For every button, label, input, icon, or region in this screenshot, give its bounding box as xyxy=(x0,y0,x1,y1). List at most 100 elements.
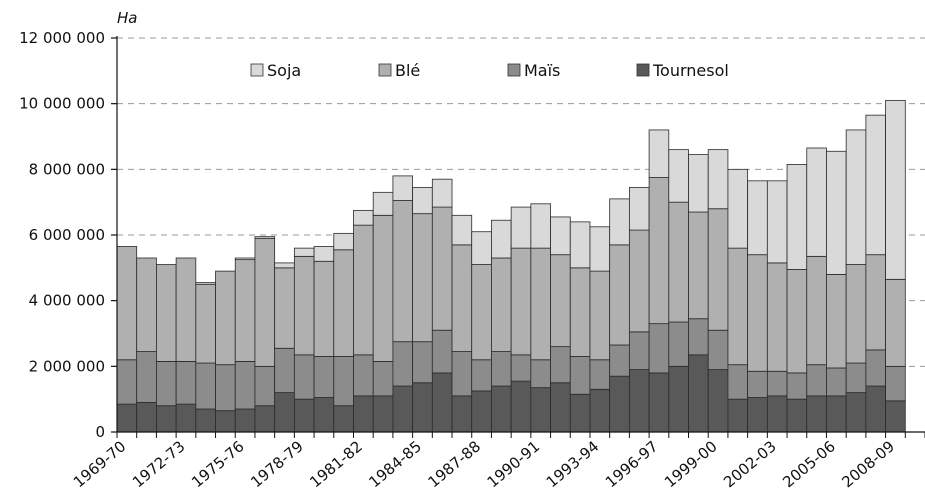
bar-segment xyxy=(628,186,650,231)
bar-segment xyxy=(412,186,433,215)
bar-segment xyxy=(786,269,808,374)
bar-segment xyxy=(628,229,650,333)
bar-segment xyxy=(333,249,354,357)
bar-segment xyxy=(274,262,295,269)
bar-segment xyxy=(569,393,591,433)
bar-segment xyxy=(727,168,749,249)
bar-segment xyxy=(589,388,611,433)
bar-segment xyxy=(668,201,689,323)
bar-segment xyxy=(688,318,709,356)
bars xyxy=(116,99,906,433)
bar-segment xyxy=(609,198,630,246)
bar-segment xyxy=(274,347,295,393)
bar-segment xyxy=(648,323,670,374)
x-tick-label: 1975-76 xyxy=(188,437,248,491)
bar-segment xyxy=(550,346,571,384)
bar-segment xyxy=(707,369,729,433)
bar-segment xyxy=(293,398,315,433)
bar-segment xyxy=(589,359,611,390)
bar-segment xyxy=(254,237,276,367)
bar-segment xyxy=(392,200,414,343)
bar-segment xyxy=(313,246,335,262)
y-tick-label: 4 000 000 xyxy=(29,292,105,310)
bar-segment xyxy=(786,164,808,270)
bar-segment xyxy=(806,364,827,397)
bar-segment xyxy=(215,364,236,412)
bar-segment xyxy=(707,149,729,210)
bar-segment xyxy=(431,329,453,374)
bar-segment xyxy=(766,180,788,264)
bar-segment xyxy=(609,244,630,346)
bar-segment xyxy=(293,247,315,257)
bar-segment xyxy=(491,257,512,352)
bar-segment xyxy=(550,382,571,433)
bar-segment xyxy=(412,382,433,433)
bar-segment xyxy=(195,283,216,364)
bar-segment xyxy=(826,273,847,369)
bar-segment xyxy=(313,260,335,357)
y-unit-label: Ha xyxy=(117,9,137,27)
bar-segment xyxy=(451,244,473,352)
legend-swatch xyxy=(507,63,521,77)
bar-segment xyxy=(510,354,532,382)
bar-segment xyxy=(372,361,394,397)
bar-segment xyxy=(471,231,492,265)
bar-segment xyxy=(609,375,630,433)
x-tick-label: 1996-97 xyxy=(602,437,662,491)
bar-segment xyxy=(471,264,492,361)
bar-segment xyxy=(274,392,295,433)
bar-segment xyxy=(845,362,867,393)
y-tick-label: 0 xyxy=(95,423,105,441)
bar-segment xyxy=(806,147,827,257)
bar-segment xyxy=(313,356,335,398)
bar-segment xyxy=(333,356,354,407)
bar-segment xyxy=(215,410,236,433)
bar-segment xyxy=(116,359,138,405)
bar-segment xyxy=(175,361,197,405)
bar-segment xyxy=(865,385,886,433)
bar-segment xyxy=(234,361,256,410)
bar-segment xyxy=(865,349,886,387)
legend-swatch xyxy=(250,63,264,77)
bar-segment xyxy=(688,211,709,320)
x-tick-label: 1990-91 xyxy=(484,437,544,491)
x-tick-label: 2005-06 xyxy=(779,437,839,491)
bar-segment xyxy=(668,149,689,203)
bar-segment xyxy=(234,408,256,433)
bar-segment xyxy=(727,364,749,400)
bar-segment xyxy=(668,365,689,433)
bar-segment xyxy=(569,356,591,395)
bar-segment xyxy=(826,395,847,433)
bar-segment xyxy=(589,226,611,272)
bar-segment xyxy=(313,397,335,433)
bar-segment xyxy=(431,178,453,208)
legend-item: Blé xyxy=(378,61,420,80)
bar-segment xyxy=(491,385,512,433)
bar-segment xyxy=(826,150,847,275)
legend-swatch xyxy=(636,63,650,77)
bar-segment xyxy=(766,370,788,397)
bar-segment xyxy=(845,264,867,364)
bar-segment xyxy=(865,254,886,351)
bar-segment xyxy=(254,365,276,407)
bar-segment xyxy=(510,380,532,433)
bar-segment xyxy=(668,321,689,367)
bar-segment xyxy=(766,395,788,433)
bar-segment xyxy=(215,270,236,366)
bar-segment xyxy=(766,262,788,372)
bar-segment xyxy=(845,392,867,433)
x-tick-label: 1993-94 xyxy=(543,437,603,491)
bar-segment xyxy=(491,351,512,387)
bar-segment xyxy=(353,224,374,356)
bar-segment xyxy=(569,267,591,357)
bar-segment xyxy=(156,405,177,433)
bar-segment xyxy=(372,191,394,216)
bar-segment xyxy=(885,365,906,402)
bar-segment xyxy=(451,351,473,397)
bar-segment xyxy=(747,254,768,372)
bar-segment xyxy=(885,99,906,280)
bar-segment xyxy=(431,372,453,433)
y-tick-label: 10 000 000 xyxy=(19,95,105,113)
x-tick-label: 1972-73 xyxy=(129,437,189,491)
